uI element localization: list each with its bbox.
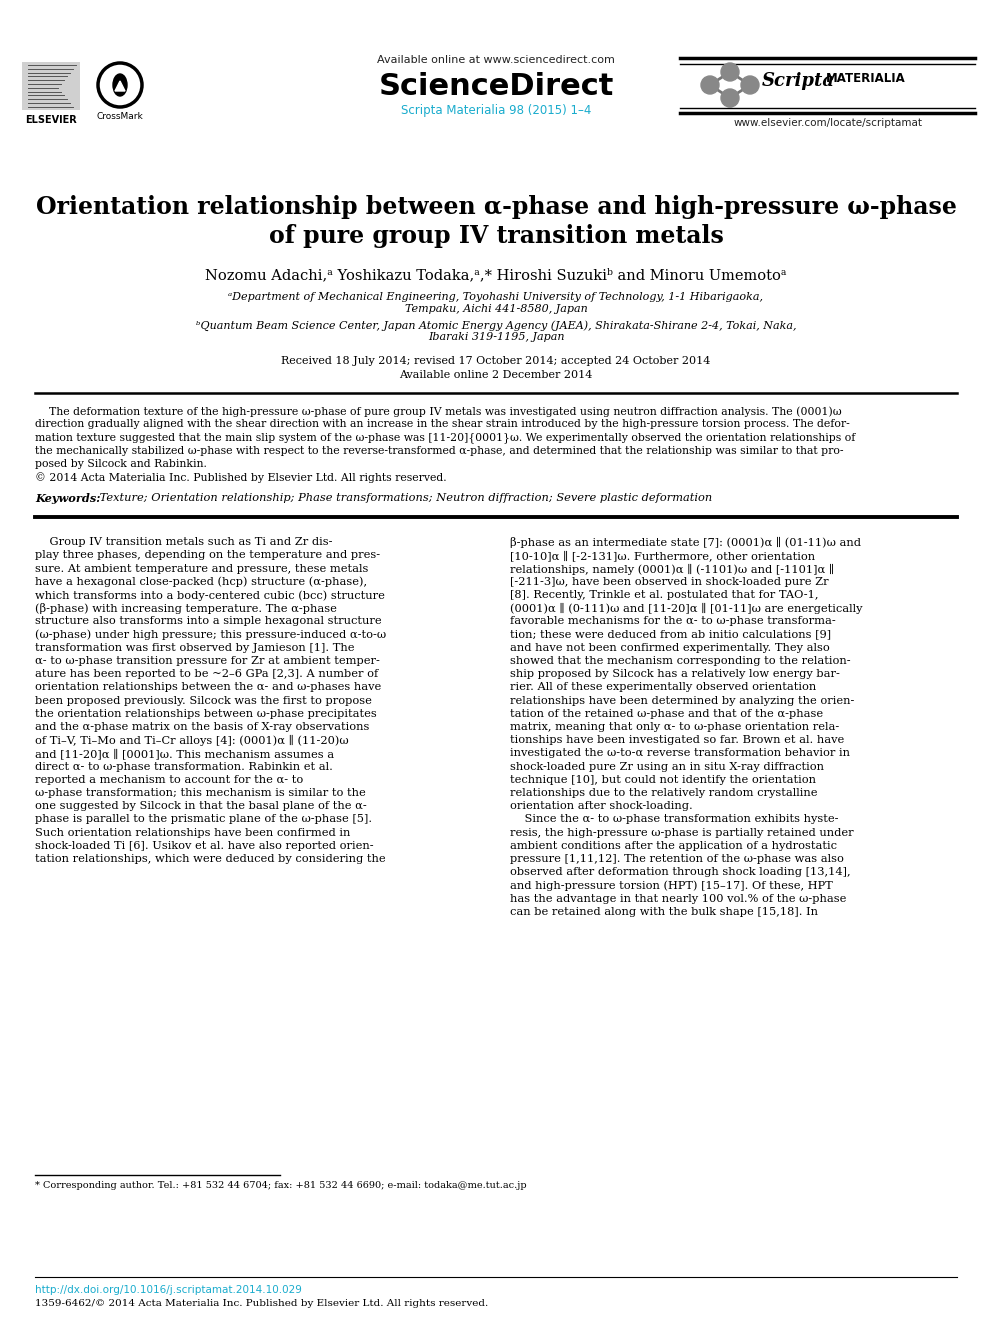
Text: resis, the high-pressure ω-phase is partially retained under: resis, the high-pressure ω-phase is part…	[510, 828, 854, 837]
Text: [10-10]α ∥ [-2-131]ω. Furthermore, other orientation: [10-10]α ∥ [-2-131]ω. Furthermore, other…	[510, 550, 815, 561]
Text: MATERIALIA: MATERIALIA	[826, 71, 906, 85]
Text: transformation was first observed by Jamieson [1]. The: transformation was first observed by Jam…	[35, 643, 354, 652]
Circle shape	[701, 75, 719, 94]
Text: The deformation texture of the high-pressure ω-phase of pure group IV metals was: The deformation texture of the high-pres…	[35, 406, 841, 417]
Text: sure. At ambient temperature and pressure, these metals: sure. At ambient temperature and pressur…	[35, 564, 368, 574]
Text: [8]. Recently, Trinkle et al. postulated that for TAO-1,: [8]. Recently, Trinkle et al. postulated…	[510, 590, 818, 601]
Text: ᵃDepartment of Mechanical Engineering, Toyohashi University of Technology, 1-1 H: ᵃDepartment of Mechanical Engineering, T…	[228, 292, 764, 314]
Text: Nozomu Adachi,ᵃ Yoshikazu Todaka,ᵃ,* Hiroshi Suzukiᵇ and Minoru Umemotoᵃ: Nozomu Adachi,ᵃ Yoshikazu Todaka,ᵃ,* Hir…	[205, 269, 787, 282]
Circle shape	[721, 89, 739, 107]
Text: shock-loaded pure Zr using an in situ X-ray diffraction: shock-loaded pure Zr using an in situ X-…	[510, 762, 824, 771]
Text: β-phase as an intermediate state [7]: (0001)α ∥ (01-11)ω and: β-phase as an intermediate state [7]: (0…	[510, 537, 861, 548]
Text: Such orientation relationships have been confirmed in: Such orientation relationships have been…	[35, 828, 350, 837]
Text: Keywords:: Keywords:	[35, 493, 100, 504]
Text: shock-loaded Ti [6]. Usikov et al. have also reported orien-: shock-loaded Ti [6]. Usikov et al. have …	[35, 841, 374, 851]
Text: of pure group IV transition metals: of pure group IV transition metals	[269, 224, 723, 247]
Text: ScienceDirect: ScienceDirect	[378, 71, 614, 101]
Text: phase is parallel to the prismatic plane of the ω-phase [5].: phase is parallel to the prismatic plane…	[35, 815, 372, 824]
Circle shape	[721, 64, 739, 81]
Text: can be retained along with the bulk shape [15,18]. In: can be retained along with the bulk shap…	[510, 906, 818, 917]
Text: and [11-20]α ∥ [0001]ω. This mechanism assumes a: and [11-20]α ∥ [0001]ω. This mechanism a…	[35, 749, 334, 759]
Text: © 2014 Acta Materialia Inc. Published by Elsevier Ltd. All rights reserved.: © 2014 Acta Materialia Inc. Published by…	[35, 472, 446, 483]
Text: been proposed previously. Silcock was the first to propose: been proposed previously. Silcock was th…	[35, 696, 372, 705]
Text: http://dx.doi.org/10.1016/j.scriptamat.2014.10.029: http://dx.doi.org/10.1016/j.scriptamat.2…	[35, 1285, 302, 1295]
Text: has the advantage in that nearly 100 vol.% of the ω-phase: has the advantage in that nearly 100 vol…	[510, 893, 846, 904]
Text: matrix, meaning that only α- to ω-phase orientation rela-: matrix, meaning that only α- to ω-phase …	[510, 722, 839, 732]
Text: of Ti–V, Ti–Mo and Ti–Cr alloys [4]: (0001)α ∥ (11-20)ω: of Ti–V, Ti–Mo and Ti–Cr alloys [4]: (00…	[35, 736, 348, 746]
Text: (0001)α ∥ (0-111)ω and [11-20]α ∥ [01-11]ω are energetically: (0001)α ∥ (0-111)ω and [11-20]α ∥ [01-11…	[510, 603, 862, 614]
Text: observed after deformation through shock loading [13,14],: observed after deformation through shock…	[510, 867, 850, 877]
Text: and the α-phase matrix on the basis of X-ray observations: and the α-phase matrix on the basis of X…	[35, 722, 369, 732]
Text: Scripta Materialia 98 (2015) 1–4: Scripta Materialia 98 (2015) 1–4	[401, 105, 591, 116]
Text: Available online at www.sciencedirect.com: Available online at www.sciencedirect.co…	[377, 56, 615, 65]
Text: posed by Silcock and Rabinkin.: posed by Silcock and Rabinkin.	[35, 459, 207, 468]
Text: technique [10], but could not identify the orientation: technique [10], but could not identify t…	[510, 775, 816, 785]
Text: one suggested by Silcock in that the basal plane of the α-: one suggested by Silcock in that the bas…	[35, 802, 367, 811]
Text: Scripta: Scripta	[762, 71, 835, 90]
Text: relationships due to the relatively random crystalline: relationships due to the relatively rand…	[510, 789, 817, 798]
Text: ature has been reported to be ~2–6 GPa [2,3]. A number of: ature has been reported to be ~2–6 GPa […	[35, 669, 378, 679]
Text: structure also transforms into a simple hexagonal structure: structure also transforms into a simple …	[35, 617, 382, 626]
Circle shape	[741, 75, 759, 94]
Text: pressure [1,11,12]. The retention of the ω-phase was also: pressure [1,11,12]. The retention of the…	[510, 855, 844, 864]
Text: rier. All of these experimentally observed orientation: rier. All of these experimentally observ…	[510, 683, 816, 692]
Text: direction gradually aligned with the shear direction with an increase in the she: direction gradually aligned with the she…	[35, 419, 850, 429]
Text: Since the α- to ω-phase transformation exhibits hyste-: Since the α- to ω-phase transformation e…	[510, 815, 838, 824]
Text: investigated the ω-to-α reverse transformation behavior in: investigated the ω-to-α reverse transfor…	[510, 749, 850, 758]
Text: reported a mechanism to account for the α- to: reported a mechanism to account for the …	[35, 775, 304, 785]
Text: www.elsevier.com/locate/scriptamat: www.elsevier.com/locate/scriptamat	[733, 118, 923, 128]
Text: ᵇQuantum Beam Science Center, Japan Atomic Energy Agency (JAEA), Shirakata-Shira: ᵇQuantum Beam Science Center, Japan Atom…	[195, 320, 797, 343]
Text: and have not been confirmed experimentally. They also: and have not been confirmed experimental…	[510, 643, 829, 652]
Text: play three phases, depending on the temperature and pres-: play three phases, depending on the temp…	[35, 550, 380, 561]
Text: relationships, namely (0001)α ∥ (-1101)ω and [-1101]α ∥: relationships, namely (0001)α ∥ (-1101)ω…	[510, 564, 834, 574]
Text: tation of the retained ω-phase and that of the α-phase: tation of the retained ω-phase and that …	[510, 709, 823, 718]
Text: Orientation relationship between α-phase and high-pressure ω-phase: Orientation relationship between α-phase…	[36, 194, 956, 220]
Text: (ω-phase) under high pressure; this pressure-induced α-to-ω: (ω-phase) under high pressure; this pres…	[35, 630, 386, 640]
Text: relationships have been determined by analyzing the orien-: relationships have been determined by an…	[510, 696, 854, 705]
Text: Group IV transition metals such as Ti and Zr dis-: Group IV transition metals such as Ti an…	[35, 537, 332, 548]
Text: tation relationships, which were deduced by considering the: tation relationships, which were deduced…	[35, 855, 386, 864]
Text: [-211-3]ω, have been observed in shock-loaded pure Zr: [-211-3]ω, have been observed in shock-l…	[510, 577, 828, 587]
Text: orientation after shock-loading.: orientation after shock-loading.	[510, 802, 692, 811]
Text: and high-pressure torsion (HPT) [15–17]. Of these, HPT: and high-pressure torsion (HPT) [15–17].…	[510, 880, 832, 890]
Text: CrossMark: CrossMark	[96, 112, 144, 120]
Text: direct α- to ω-phase transformation. Rabinkin et al.: direct α- to ω-phase transformation. Rab…	[35, 762, 333, 771]
Text: ship proposed by Silcock has a relatively low energy bar-: ship proposed by Silcock has a relativel…	[510, 669, 840, 679]
Text: favorable mechanisms for the α- to ω-phase transforma-: favorable mechanisms for the α- to ω-pha…	[510, 617, 835, 626]
Text: tionships have been investigated so far. Brown et al. have: tionships have been investigated so far.…	[510, 736, 844, 745]
Text: the orientation relationships between ω-phase precipitates: the orientation relationships between ω-…	[35, 709, 377, 718]
Text: ω-phase transformation; this mechanism is similar to the: ω-phase transformation; this mechanism i…	[35, 789, 366, 798]
Ellipse shape	[113, 74, 127, 97]
Text: ELSEVIER: ELSEVIER	[25, 115, 76, 124]
Text: Available online 2 December 2014: Available online 2 December 2014	[400, 370, 592, 380]
Polygon shape	[115, 81, 125, 91]
Text: have a hexagonal close-packed (hcp) structure (α-phase),: have a hexagonal close-packed (hcp) stru…	[35, 577, 367, 587]
Text: α- to ω-phase transition pressure for Zr at ambient temper-: α- to ω-phase transition pressure for Zr…	[35, 656, 380, 665]
Text: (β-phase) with increasing temperature. The α-phase: (β-phase) with increasing temperature. T…	[35, 603, 337, 614]
Text: 1359-6462/© 2014 Acta Materialia Inc. Published by Elsevier Ltd. All rights rese: 1359-6462/© 2014 Acta Materialia Inc. Pu…	[35, 1299, 488, 1308]
Text: the mechanically stabilized ω-phase with respect to the reverse-transformed α-ph: the mechanically stabilized ω-phase with…	[35, 446, 843, 455]
Text: ambient conditions after the application of a hydrostatic: ambient conditions after the application…	[510, 841, 837, 851]
Text: orientation relationships between the α- and ω-phases have: orientation relationships between the α-…	[35, 683, 381, 692]
Text: Received 18 July 2014; revised 17 October 2014; accepted 24 October 2014: Received 18 July 2014; revised 17 Octobe…	[282, 356, 710, 366]
Text: tion; these were deduced from ab initio calculations [9]: tion; these were deduced from ab initio …	[510, 630, 831, 639]
Text: which transforms into a body-centered cubic (bcc) structure: which transforms into a body-centered cu…	[35, 590, 385, 601]
Text: * Corresponding author. Tel.: +81 532 44 6704; fax: +81 532 44 6690; e-mail: tod: * Corresponding author. Tel.: +81 532 44…	[35, 1181, 527, 1189]
Text: mation texture suggested that the main slip system of the ω-phase was [11-20]{00: mation texture suggested that the main s…	[35, 433, 855, 443]
Bar	[22, 62, 80, 110]
Text: showed that the mechanism corresponding to the relation-: showed that the mechanism corresponding …	[510, 656, 850, 665]
Text: Texture; Orientation relationship; Phase transformations; Neutron diffraction; S: Texture; Orientation relationship; Phase…	[96, 493, 712, 503]
